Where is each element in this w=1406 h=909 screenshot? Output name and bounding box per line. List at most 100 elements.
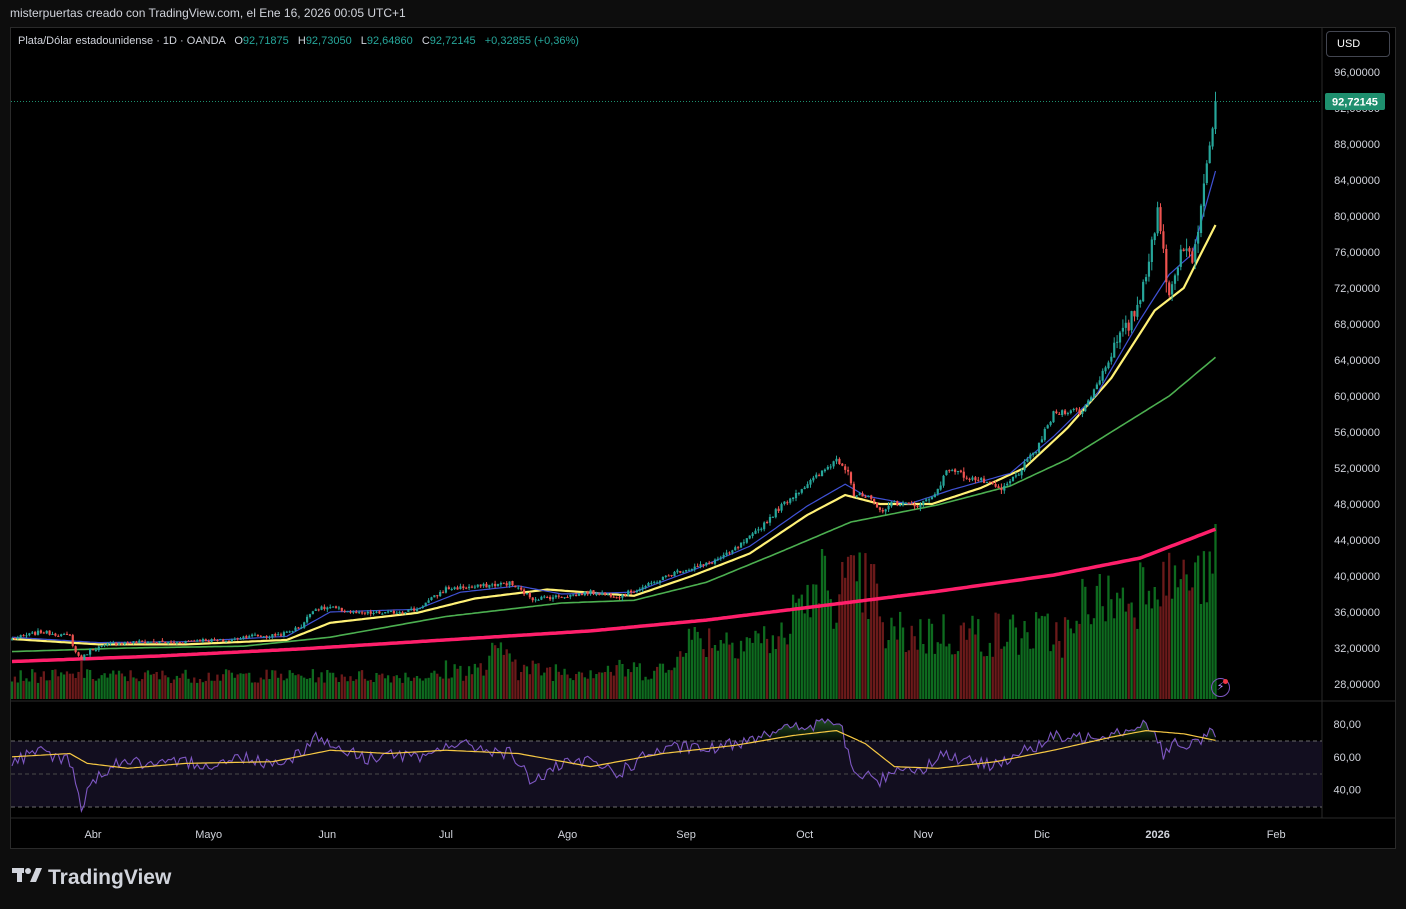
candle-body bbox=[224, 640, 228, 642]
candle-body bbox=[754, 530, 757, 534]
candle-body bbox=[1029, 454, 1032, 459]
candle-body bbox=[496, 583, 500, 586]
candle-body bbox=[771, 516, 774, 518]
volume-bar bbox=[456, 668, 459, 699]
volume-bar bbox=[858, 552, 861, 699]
candle-body bbox=[760, 528, 763, 530]
candle-body bbox=[635, 590, 638, 592]
volume-bar bbox=[65, 671, 69, 699]
candle-body bbox=[936, 488, 939, 495]
volume-bar bbox=[829, 599, 832, 699]
candle-body bbox=[543, 596, 546, 598]
candle-body bbox=[606, 593, 610, 595]
candle-body bbox=[479, 584, 482, 587]
volume-bar bbox=[687, 628, 691, 699]
candle-body bbox=[577, 593, 581, 596]
volume-bar bbox=[815, 584, 818, 699]
candle-body bbox=[193, 640, 196, 642]
candle-body bbox=[1211, 128, 1214, 147]
candle-body bbox=[841, 463, 844, 466]
candle-body bbox=[444, 587, 448, 593]
volume-bar bbox=[977, 619, 980, 699]
volume-bar bbox=[861, 612, 864, 699]
volume-bar bbox=[250, 682, 254, 699]
candle-body bbox=[332, 606, 335, 608]
volume-bar bbox=[673, 667, 676, 699]
candle-body bbox=[942, 475, 945, 486]
volume-bar bbox=[899, 611, 902, 699]
volume-bar bbox=[725, 632, 728, 699]
volume-bar bbox=[710, 648, 714, 699]
rsi-overbought-fill bbox=[312, 718, 1216, 741]
candle-body bbox=[465, 587, 468, 589]
candle-body bbox=[829, 466, 832, 468]
candle-body bbox=[285, 631, 288, 633]
candle-body bbox=[1040, 439, 1044, 443]
volume-bar bbox=[439, 676, 442, 699]
volume-bar bbox=[323, 682, 326, 699]
candle-body bbox=[1188, 248, 1191, 252]
volume-bar bbox=[369, 679, 372, 699]
candle-body bbox=[800, 489, 803, 493]
volume-bar bbox=[563, 668, 566, 699]
price-tick-label: 64,00000 bbox=[1334, 355, 1380, 367]
volume-bar bbox=[1194, 562, 1197, 699]
volume-bar bbox=[574, 674, 578, 699]
volume-bar bbox=[919, 619, 922, 699]
candle-body bbox=[262, 636, 265, 638]
candle-body bbox=[971, 477, 974, 480]
price-tick-label: 36,00000 bbox=[1334, 607, 1380, 619]
price-tick-label: 84,00000 bbox=[1334, 175, 1380, 187]
volume-bar bbox=[693, 627, 696, 699]
candle-body bbox=[1116, 341, 1119, 343]
volume-bar bbox=[560, 674, 563, 699]
volume-bar bbox=[881, 622, 884, 699]
candle-body bbox=[230, 639, 233, 642]
volume-bar bbox=[748, 638, 751, 699]
candle-body bbox=[739, 542, 743, 548]
volume-bar bbox=[271, 670, 274, 699]
volume-bar bbox=[1165, 595, 1168, 699]
volume-bar bbox=[791, 594, 795, 699]
ma-yellow-line bbox=[11, 224, 1217, 646]
ohlc-legend[interactable]: Plata/Dólar estadounidense · 1D · OANDA … bbox=[18, 35, 579, 47]
volume-bar bbox=[1199, 604, 1203, 699]
volume-bar bbox=[465, 675, 468, 699]
candle-body bbox=[39, 630, 43, 633]
volume-bar bbox=[1188, 590, 1191, 699]
volume-bar bbox=[262, 679, 265, 699]
candle-body bbox=[436, 595, 439, 597]
volume-bar bbox=[783, 637, 786, 699]
volume-bar bbox=[294, 675, 297, 699]
price-tick-label: 60,00000 bbox=[1334, 391, 1380, 403]
lightning-icon[interactable]: ⚡ bbox=[1211, 678, 1230, 697]
candle-body bbox=[430, 597, 433, 600]
volume-bar bbox=[1104, 621, 1107, 699]
tradingview-logo[interactable]: TradingView bbox=[12, 866, 171, 890]
symbol-title[interactable]: Plata/Dólar estadounidense · 1D · OANDA bbox=[18, 35, 226, 47]
candle-body bbox=[765, 522, 769, 523]
volume-bar bbox=[939, 643, 942, 699]
candle-body bbox=[71, 635, 74, 646]
candle-body bbox=[702, 564, 705, 566]
candle-body bbox=[42, 632, 45, 634]
volume-bar bbox=[551, 681, 555, 699]
currency-button[interactable]: USD bbox=[1326, 31, 1390, 57]
volume-bar bbox=[25, 678, 28, 699]
last-price-tag[interactable]: 92,72145 bbox=[1325, 93, 1385, 110]
candle-body bbox=[878, 507, 881, 510]
candle-body bbox=[774, 509, 777, 518]
price-tick-label: 28,00000 bbox=[1334, 679, 1380, 691]
volume-bar bbox=[1113, 618, 1116, 699]
candle-body bbox=[277, 634, 280, 636]
volume-bar bbox=[647, 679, 650, 699]
volume-bar bbox=[317, 677, 320, 699]
volume-bar bbox=[771, 635, 775, 699]
volume-bar bbox=[716, 650, 720, 699]
volume-bar bbox=[392, 676, 396, 699]
volume-bar bbox=[713, 645, 717, 699]
candle-body bbox=[494, 583, 497, 587]
volume-bar bbox=[661, 663, 665, 699]
candle-body bbox=[233, 638, 236, 640]
